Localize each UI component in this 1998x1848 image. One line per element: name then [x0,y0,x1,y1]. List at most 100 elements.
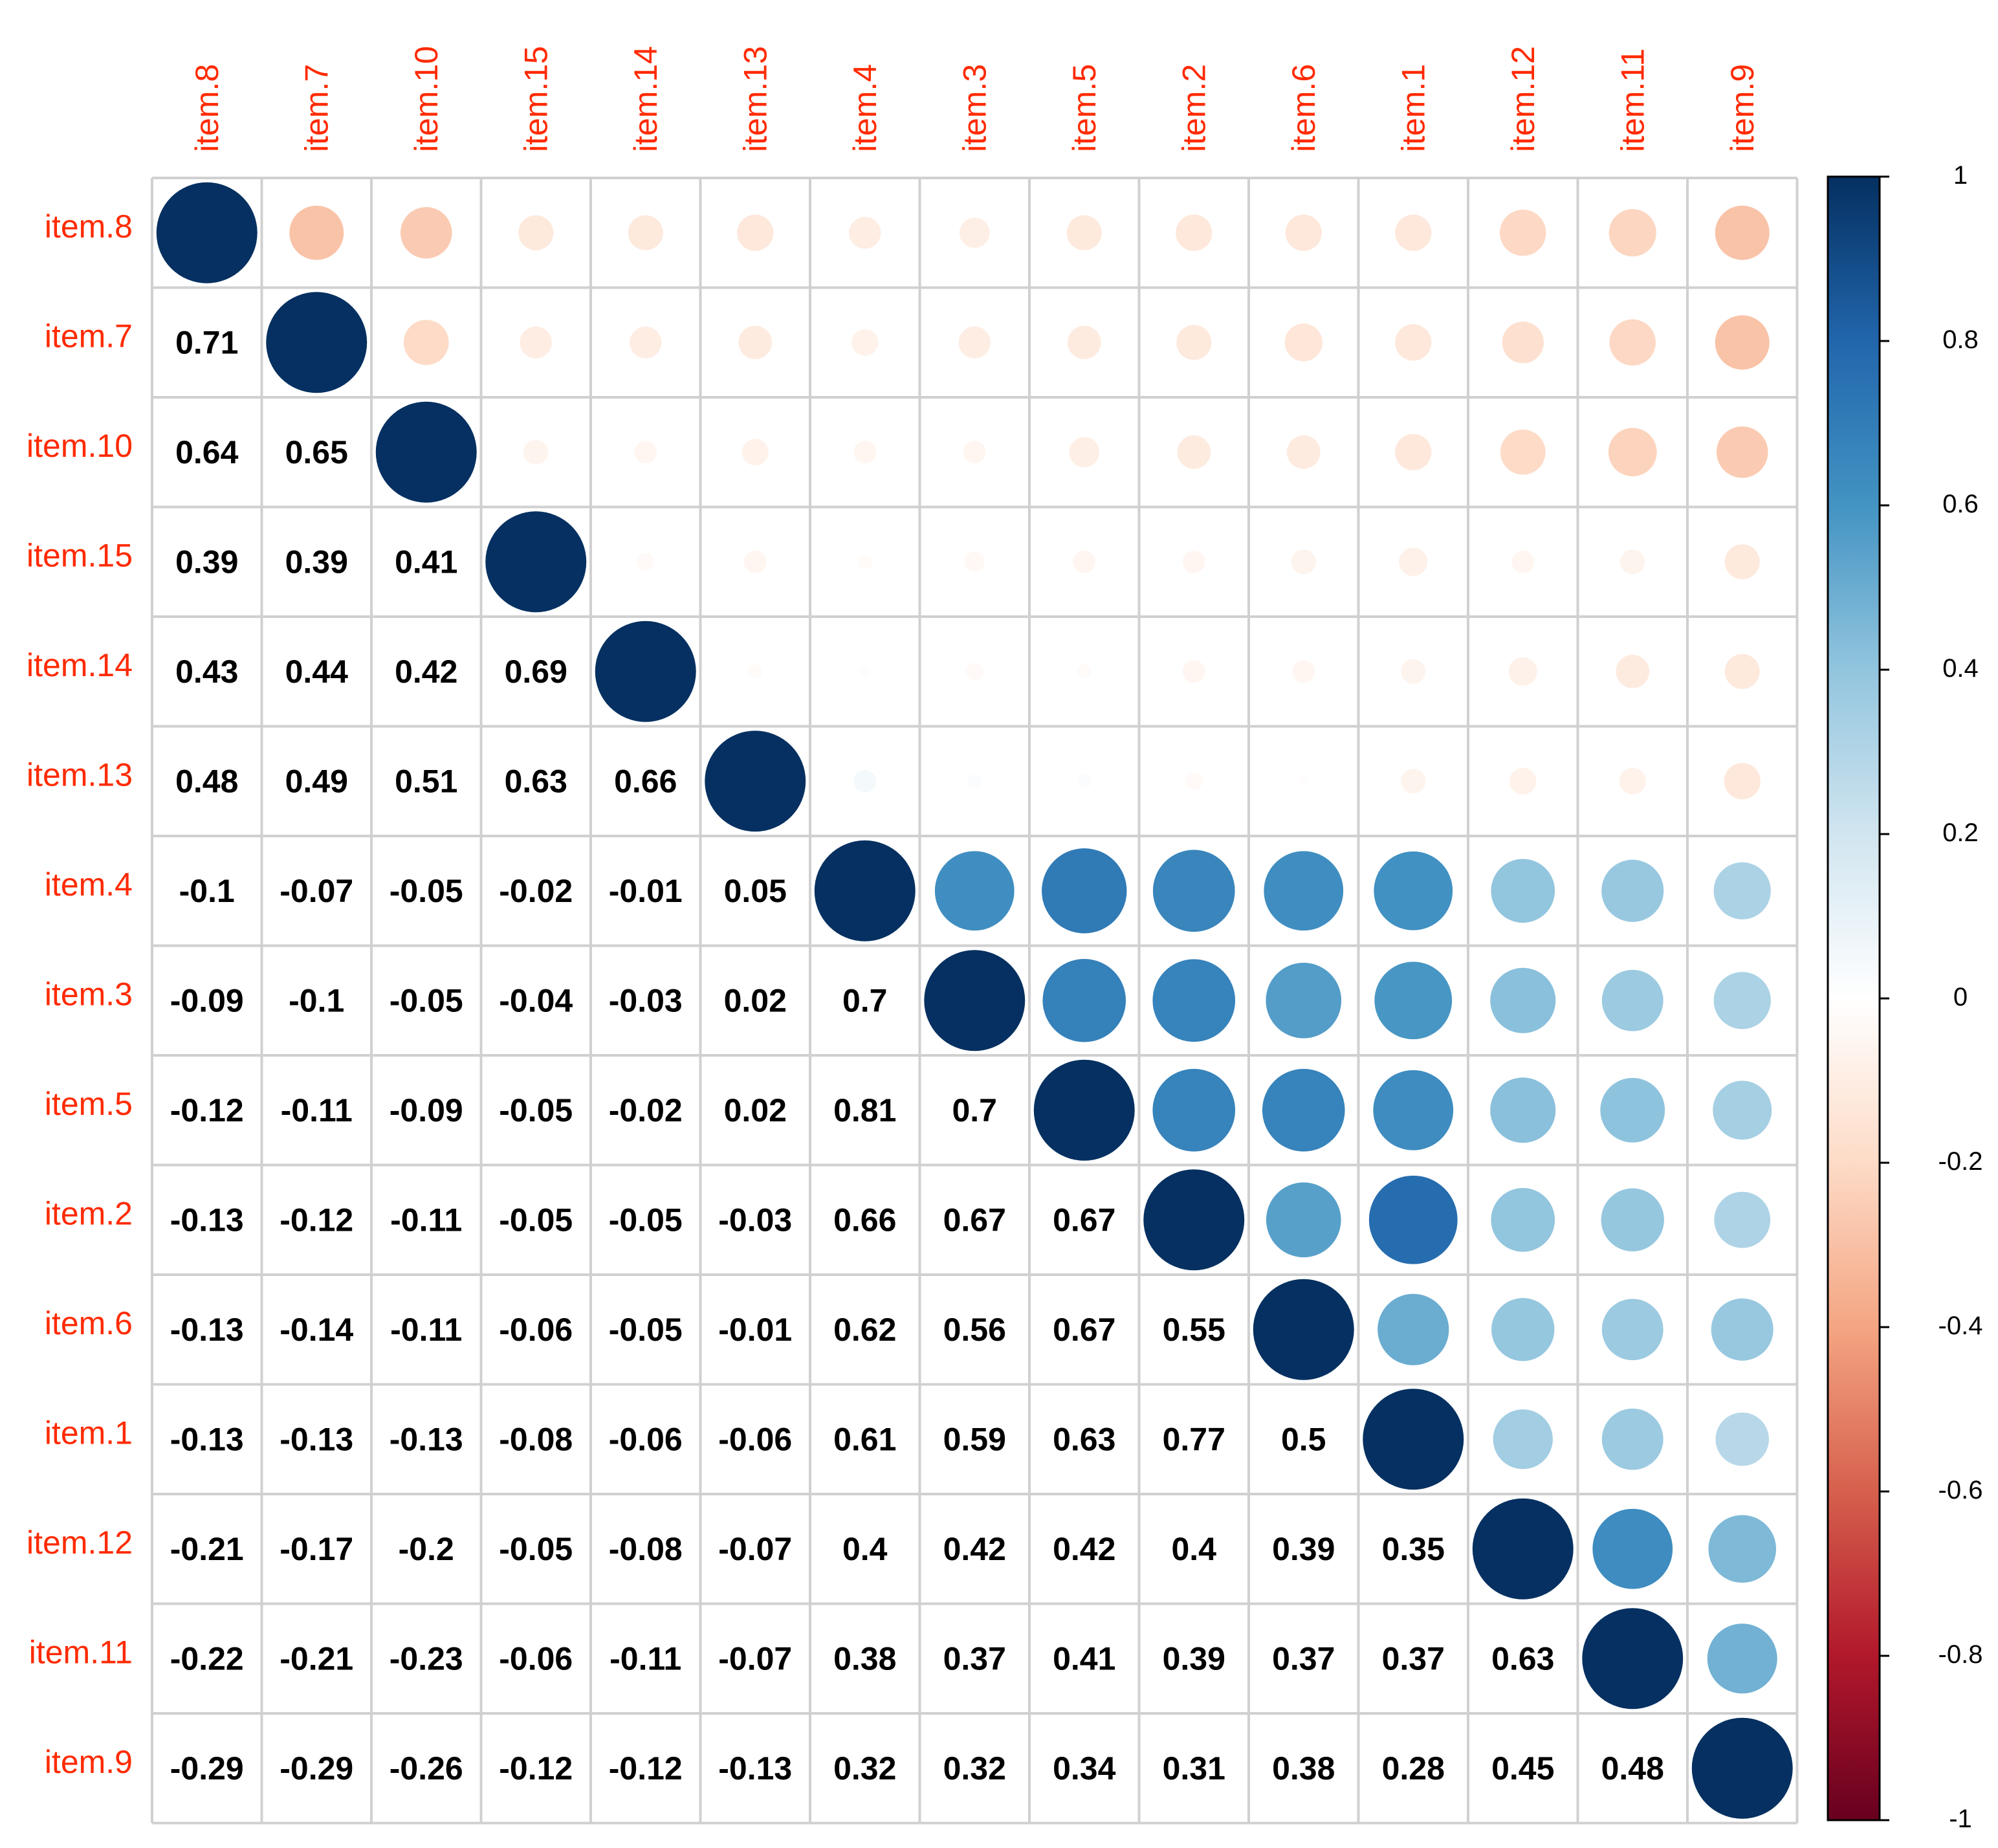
corr-circle-item.3-item.6 [1266,962,1342,1039]
corr-value-item.13-item.7: 0.49 [285,763,348,799]
corr-circle-item.11-item.9 [1707,1623,1777,1694]
corr-circle-item.8-item.7 [289,205,344,260]
corr-value-item.5-item.15: -0.05 [499,1092,573,1128]
corr-value-item.2-item.7: -0.12 [280,1202,353,1238]
corr-value-item.11-item.2: 0.39 [1163,1640,1225,1677]
corr-circle-item.10-item.10 [375,401,477,503]
corr-circle-item.6-item.9 [1711,1298,1773,1361]
corr-value-item.5-item.3: 0.7 [952,1092,997,1128]
corr-value-item.9-item.8: -0.29 [170,1750,244,1787]
colorbar-tick-label: 0.6 [1942,490,1979,518]
row-label-item.13: item.13 [27,756,133,793]
corr-circle-item.5-item.12 [1490,1077,1556,1143]
corr-value-item.3-item.7: -0.1 [289,982,344,1018]
corr-value-item.14-item.7: 0.44 [285,654,349,690]
corr-circle-item.6-item.11 [1601,1299,1663,1361]
corr-value-item.14-item.10: 0.42 [395,654,457,690]
corr-value-item.11-item.1: 0.37 [1382,1640,1445,1677]
corr-value-item.9-item.3: 0.32 [943,1750,1006,1787]
column-label-item.3: item.3 [956,64,993,152]
corr-value-item.6-item.10: -0.11 [390,1312,462,1348]
corr-value-item.9-item.7: -0.29 [280,1750,353,1787]
corr-value-item.3-item.15: -0.04 [499,982,573,1018]
corr-value-item.2-item.3: 0.67 [943,1202,1006,1238]
corr-value-item.14-item.8: 0.43 [175,654,238,690]
corr-value-item.3-item.4: 0.7 [842,982,888,1018]
corr-value-item.9-item.2: 0.31 [1163,1750,1225,1787]
colorbar-tick-label: -0.4 [1938,1312,1983,1340]
corr-value-item.1-item.15: -0.08 [499,1421,573,1457]
corr-circle-item.8-item.8 [156,182,258,283]
corr-value-item.3-item.13: 0.02 [724,982,787,1018]
corr-circle-item.4-item.9 [1713,862,1771,919]
corr-circle-item.15-item.2 [1182,550,1205,573]
row-label-item.9: item.9 [45,1744,133,1780]
colorbar-tick-label: 0 [1953,983,1968,1011]
corr-circle-item.8-item.1 [1395,214,1432,251]
corr-circle-item.3-item.1 [1374,962,1453,1040]
row-label-item.8: item.8 [45,208,133,245]
corr-value-item.11-item.8: -0.22 [170,1640,244,1677]
row-label-item.2: item.2 [45,1195,133,1231]
corr-circle-item.10-item.4 [853,441,877,464]
corr-value-item.3-item.14: -0.03 [609,982,683,1018]
corr-value-item.5-item.4: 0.81 [833,1092,896,1128]
row-label-item.11: item.11 [29,1634,133,1670]
corr-value-item.6-item.13: -0.01 [718,1312,792,1348]
corr-circle-item.7-item.12 [1502,322,1544,364]
corr-circle-item.3-item.11 [1601,969,1663,1031]
corr-value-item.4-item.13: 0.05 [724,873,787,909]
corr-circle-item.13-item.3 [967,774,982,789]
corr-circle-item.8-item.10 [400,206,452,259]
corr-circle-item.14-item.13 [748,664,763,679]
corr-value-item.4-item.7: -0.07 [280,873,353,909]
corr-value-item.12-item.10: -0.2 [399,1531,454,1567]
corr-value-item.1-item.13: -0.06 [718,1421,792,1457]
corr-value-item.11-item.14: -0.11 [609,1640,681,1677]
column-label-item.14: item.14 [628,46,664,152]
corr-circle-item.7-item.6 [1284,324,1323,362]
corr-value-item.6-item.8: -0.13 [170,1312,244,1348]
corr-value-item.5-item.14: -0.02 [609,1092,683,1128]
corr-circle-item.14-item.4 [859,666,870,677]
corr-circle-item.7-item.7 [266,292,368,393]
corr-value-item.15-item.10: 0.41 [395,544,457,580]
colorbar-tick-label: 1 [1953,161,1968,190]
corr-circle-item.4-item.4 [814,840,916,941]
corr-circle-item.15-item.14 [637,553,655,571]
corr-circle-item.8-item.12 [1500,210,1546,256]
column-labels: item.8 item.7 item.10 item.15 item.14 item.13… [189,46,1761,152]
corr-circle-item.8-item.5 [1066,215,1102,250]
corr-value-item.12-item.5: 0.42 [1053,1531,1115,1567]
corr-value-item.9-item.15: -0.12 [499,1750,573,1787]
corr-value-item.12-item.4: 0.4 [842,1531,888,1567]
corr-circle-item.6-item.1 [1378,1293,1449,1365]
corr-circle-item.5-item.6 [1262,1068,1345,1152]
corr-value-item.1-item.2: 0.77 [1163,1421,1225,1457]
colorbar-tick-label: 0.4 [1942,654,1979,683]
corr-circle-item.7-item.3 [958,326,991,358]
corr-circle-item.15-item.13 [743,550,767,573]
corr-circle-item.8-item.13 [737,214,774,251]
corr-value-item.2-item.8: -0.13 [170,1202,244,1238]
corr-value-item.1-item.5: 0.63 [1053,1421,1115,1457]
corr-value-item.1-item.7: -0.13 [280,1421,353,1457]
corr-value-item.13-item.14: 0.66 [614,763,677,799]
corr-circle-item.5-item.1 [1373,1070,1454,1150]
corr-circle-item.15-item.9 [1724,544,1760,580]
corr-circle-item.13-item.9 [1724,763,1761,800]
corr-circle-item.7-item.9 [1715,315,1770,370]
column-label-item.11: item.11 [1614,49,1651,152]
corr-circle-item.1-item.12 [1493,1409,1553,1469]
corr-value-item.9-item.4: 0.32 [833,1750,896,1787]
corr-circle-item.10-item.11 [1608,428,1657,477]
column-label-item.7: item.7 [298,64,335,152]
corr-circle-item.15-item.12 [1511,550,1535,573]
corr-circle-item.7-item.1 [1395,324,1432,361]
row-label-item.3: item.3 [45,976,133,1012]
corr-value-item.15-item.8: 0.39 [175,544,238,580]
corr-value-item.10-item.8: 0.64 [175,434,239,470]
corr-value-item.2-item.14: -0.05 [609,1202,683,1238]
corr-circle-item.12-item.11 [1592,1508,1673,1589]
